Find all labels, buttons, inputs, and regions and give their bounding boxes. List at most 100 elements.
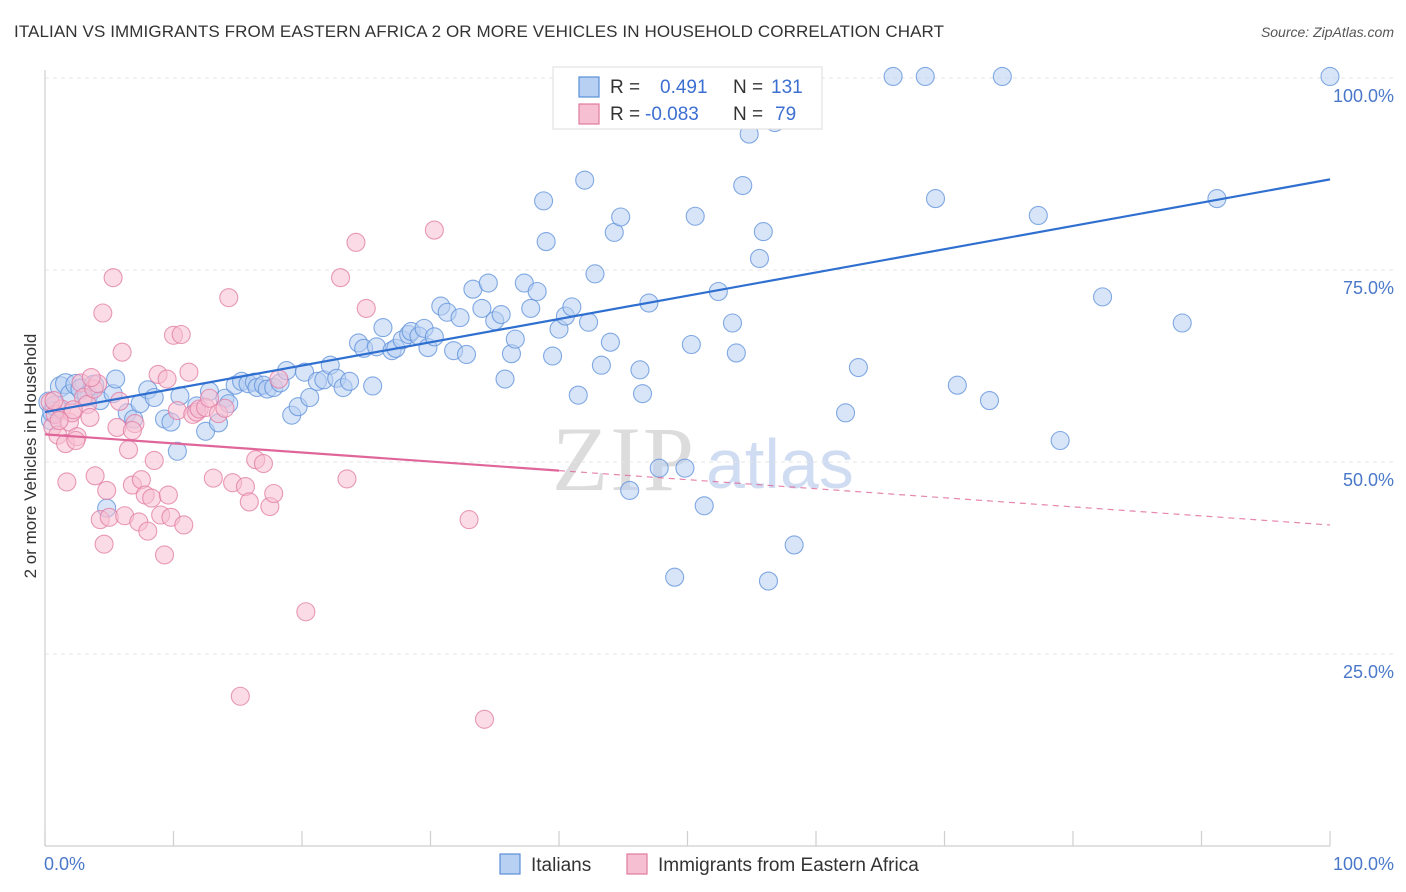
data-point [543, 346, 563, 366]
data-point [915, 66, 935, 87]
series-legend: Italians Immigrants from Eastern Africa [499, 853, 919, 876]
data-point [154, 545, 175, 565]
data-point [346, 232, 366, 252]
data-point [106, 369, 126, 389]
data-point [44, 391, 64, 411]
data-point [1172, 313, 1192, 333]
legend-n-value-italians: 131 [771, 77, 803, 98]
data-point [1320, 66, 1340, 87]
data-point [947, 375, 967, 395]
data-point [665, 567, 685, 587]
data-point [527, 281, 547, 302]
legend-swatch-italians [578, 76, 600, 98]
legend-r-value-eastern-africa: -0.083 [645, 104, 699, 125]
series-eastern-africa [40, 220, 495, 729]
data-point [109, 391, 130, 411]
data-point [758, 571, 779, 591]
data-point [118, 440, 139, 460]
data-point [107, 417, 127, 437]
data-point [600, 332, 620, 352]
legend-r-label-italians: R = [610, 77, 640, 98]
data-point [630, 360, 650, 380]
data-point [219, 288, 239, 308]
correlation-legend: R = 0.491 N = 131 R = -0.083 N = 79 [552, 66, 823, 130]
data-point [521, 298, 541, 318]
data-point [575, 170, 595, 190]
data-point [203, 468, 223, 488]
data-point [685, 206, 705, 226]
data-point [97, 480, 117, 500]
data-point [144, 450, 164, 471]
bottom-legend-swatch-italians [499, 853, 521, 875]
data-point [103, 268, 123, 288]
data-point [505, 329, 525, 349]
data-point [253, 453, 274, 474]
trend-line-extension-eastern-africa [558, 470, 1331, 526]
watermark-atlas: atlas [706, 425, 854, 503]
data-point [80, 407, 100, 428]
y-tick-labels: 25.0% 50.0% 75.0% 100.0% [1333, 86, 1394, 682]
bottom-legend-label-italians: Italians [531, 855, 591, 876]
legend-r-label-eastern-africa: R = [610, 104, 640, 125]
data-point [694, 496, 714, 516]
bottom-legend-swatch-eastern-africa [626, 853, 648, 875]
series-layer [38, 66, 1340, 729]
legend-swatch-eastern-africa [578, 103, 600, 125]
legend-n-label-eastern-africa: N = [733, 104, 763, 125]
data-point [534, 191, 554, 211]
data-point [611, 207, 631, 227]
data-point [296, 602, 316, 622]
data-point [138, 521, 158, 541]
data-point [167, 441, 187, 461]
data-point [157, 369, 177, 389]
data-point [456, 344, 477, 365]
data-point [93, 303, 113, 323]
data-point [620, 480, 640, 500]
legend-n-value-eastern-africa: 79 [775, 104, 796, 125]
data-point [992, 66, 1012, 87]
data-point [979, 391, 1000, 411]
data-point [474, 709, 495, 729]
data-point [49, 410, 69, 431]
data-point [1050, 430, 1070, 451]
data-point [94, 534, 114, 554]
data-point [836, 403, 856, 423]
trend-line-eastern-africa [44, 433, 560, 472]
data-point [174, 515, 194, 535]
x-tick-label-min: 0.0% [44, 854, 85, 874]
y-tick-label-75: 75.0% [1343, 278, 1394, 298]
y-tick-label-100: 100.0% [1333, 86, 1394, 106]
data-point [726, 343, 746, 363]
data-point [784, 535, 804, 555]
data-point [749, 248, 770, 269]
data-point [230, 686, 250, 706]
data-point [459, 510, 479, 530]
data-point [1028, 205, 1048, 226]
data-point [1093, 287, 1113, 307]
data-point [57, 472, 77, 492]
x-axis-ticks [44, 831, 1331, 846]
data-point [142, 488, 162, 508]
data-point [579, 312, 599, 332]
data-point [337, 469, 357, 489]
data-point [753, 222, 773, 242]
data-point [632, 384, 653, 404]
chart-title: ITALIAN VS IMMIGRANTS FROM EASTERN AFRIC… [14, 22, 945, 41]
legend-r-value-italians: 0.491 [660, 77, 708, 98]
data-point [269, 369, 289, 389]
data-point [733, 175, 753, 196]
data-point [568, 385, 588, 405]
data-point [681, 334, 701, 355]
data-point [478, 273, 498, 293]
data-point [722, 313, 743, 333]
y-axis-title: 2 or more Vehicles in Household [21, 334, 40, 579]
data-point [472, 298, 492, 318]
data-point [300, 387, 320, 408]
data-point [450, 308, 470, 328]
data-point [536, 232, 556, 252]
bottom-legend-label-eastern-africa: Immigrants from Eastern Africa [658, 855, 919, 876]
x-tick-label-max: 100.0% [1333, 854, 1394, 874]
data-point [675, 458, 695, 478]
data-point [883, 66, 903, 87]
